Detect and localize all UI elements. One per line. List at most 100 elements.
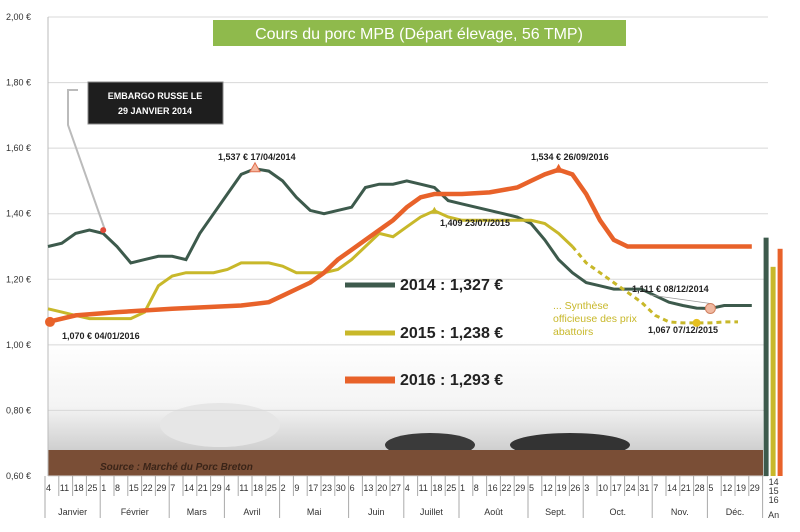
- y-tick-label: 1,40 €: [6, 209, 31, 219]
- embargo-text: EMBARGO RUSSE LE: [108, 91, 203, 101]
- month-label: Sept.: [545, 507, 566, 517]
- month-label: Février: [121, 507, 149, 517]
- y-tick-label: 2,00 €: [6, 12, 31, 22]
- month-label: Juin: [368, 507, 385, 517]
- month-label: Nov.: [671, 507, 689, 517]
- source-label: Source : Marché du Porc Breton: [100, 462, 253, 473]
- annotation-label: 1,067 07/12/2015: [648, 325, 718, 335]
- y-tick-label: 1,20 €: [6, 274, 31, 284]
- x-tick-label: 30: [336, 483, 346, 493]
- annotation-label: 1,537 € 17/04/2014: [218, 152, 296, 162]
- note-text: officieuse des prix: [553, 313, 638, 325]
- peak-marker: [249, 161, 261, 173]
- x-tick-label: 18: [74, 483, 84, 493]
- x-tick-label: 14: [184, 483, 194, 493]
- title-box: [213, 20, 626, 46]
- wood-band: [48, 450, 763, 476]
- note-text: ... Synthèse: [553, 300, 609, 312]
- x-tick-label: 15: [129, 483, 139, 493]
- x-tick-label: 17: [612, 483, 622, 493]
- annotation-label: 1,409 23/07/2015: [440, 218, 510, 228]
- x-tick-label: 2: [281, 483, 286, 493]
- peak-marker: [430, 206, 439, 214]
- x-tick-label: 16: [769, 495, 779, 505]
- x-tick-label: 4: [46, 483, 51, 493]
- x-tick-label: 14: [667, 483, 677, 493]
- x-tick-label: 11: [419, 483, 428, 493]
- month-label: Mars: [187, 507, 207, 517]
- series-line: [47, 167, 752, 311]
- x-tick-label: 31: [639, 483, 649, 493]
- x-tick-label: 13: [363, 483, 373, 493]
- y-tick-label: 0,80 €: [6, 405, 31, 415]
- x-tick-label: 8: [115, 483, 120, 493]
- x-tick-label: 20: [377, 483, 387, 493]
- legend-label: 2014 : 1,327 €: [400, 277, 503, 294]
- x-tick-label: 19: [557, 483, 567, 493]
- x-tick-label: 1: [460, 483, 465, 493]
- x-tick-label: 14: [769, 477, 779, 487]
- x-tick-label: 7: [170, 483, 175, 493]
- series-line: [47, 209, 574, 321]
- x-tick-label: 23: [322, 483, 332, 493]
- low-marker: [692, 318, 701, 327]
- annual-bar: [763, 237, 769, 476]
- y-tick-label: 1,60 €: [6, 143, 31, 153]
- y-tick-label: 1,80 €: [6, 78, 31, 88]
- x-tick-label: 12: [722, 483, 732, 493]
- x-tick-label: 21: [681, 483, 691, 493]
- x-tick-label: 19: [736, 483, 746, 493]
- month-label: Août: [484, 507, 503, 517]
- legend-label: 2015 : 1,238 €: [400, 325, 503, 342]
- x-tick-label: 24: [626, 483, 636, 493]
- embargo-pointer: [67, 89, 106, 231]
- legend-label: 2016 : 1,293 €: [400, 372, 503, 389]
- x-tick-label: 11: [239, 483, 248, 493]
- x-tick-label: 26: [570, 483, 580, 493]
- x-tick-label: 1: [101, 483, 106, 493]
- y-tick-label: 1,00 €: [6, 340, 31, 350]
- x-tick-label: 29: [750, 483, 760, 493]
- annotation-label: 1,070 € 04/01/2016: [62, 331, 140, 341]
- embargo-marker: [100, 227, 107, 234]
- x-tick-label: 5: [529, 483, 534, 493]
- series-line-dashed: [571, 245, 738, 325]
- month-label: An: [768, 510, 779, 520]
- annual-bar: [777, 248, 783, 476]
- month-label: Juillet: [420, 507, 444, 517]
- x-tick-label: 18: [432, 483, 442, 493]
- low-marker: [704, 302, 716, 314]
- x-tick-label: 12: [543, 483, 553, 493]
- x-tick-label: 29: [212, 483, 222, 493]
- x-tick-label: 29: [515, 483, 525, 493]
- x-tick-label: 27: [391, 483, 401, 493]
- month-label: Déc.: [726, 507, 745, 517]
- x-tick-label: 16: [488, 483, 498, 493]
- pig-figure: [160, 403, 280, 447]
- x-tick-label: 18: [253, 483, 263, 493]
- annotation-label: 1,534 € 26/09/2016: [531, 152, 609, 162]
- y-tick-label: 0,60 €: [6, 471, 31, 481]
- x-tick-label: 7: [653, 483, 658, 493]
- x-tick-label: 6: [350, 483, 355, 493]
- x-tick-label: 22: [143, 483, 153, 493]
- chart-title: Cours du porc MPB (Départ élevage, 56 TM…: [255, 26, 583, 43]
- embargo-text: 29 JANVIER 2014: [118, 106, 192, 116]
- low-marker: [45, 316, 55, 327]
- x-tick-label: 4: [225, 483, 230, 493]
- series-line: [47, 167, 752, 325]
- x-tick-label: 21: [198, 483, 208, 493]
- x-tick-label: 8: [474, 483, 479, 493]
- x-tick-label: 17: [308, 483, 318, 493]
- x-tick-label: 11: [60, 483, 69, 493]
- embargo-box: [87, 81, 224, 125]
- month-label: Mai: [307, 507, 322, 517]
- month-label: Janvier: [58, 507, 87, 517]
- annotation-leader: [649, 294, 711, 304]
- x-tick-label: 28: [695, 483, 705, 493]
- x-tick-label: 25: [446, 483, 456, 493]
- background-photo: [48, 340, 763, 450]
- month-label: Avril: [243, 507, 260, 517]
